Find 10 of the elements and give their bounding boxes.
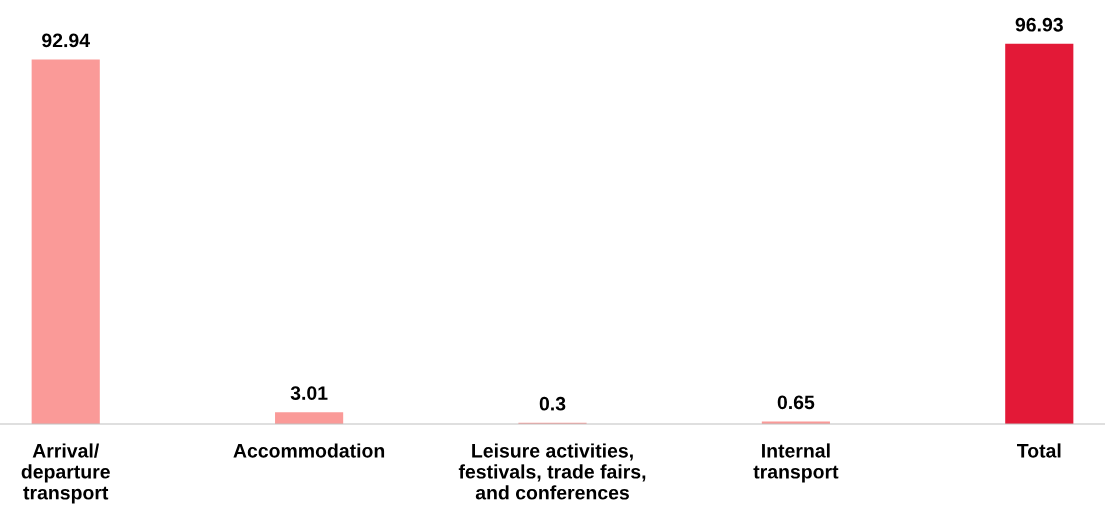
data-label: 96.93	[1015, 17, 1063, 32]
data-label: 0.3	[539, 396, 566, 411]
data-label: 0.65	[777, 395, 815, 410]
x-tick-label: Total	[1017, 443, 1061, 458]
x-tick-label: Internal transport	[753, 443, 839, 483]
data-label: 92.94	[42, 33, 90, 48]
x-tick-label: Accommodation	[233, 443, 385, 458]
x-tick-label: Leisure activities, festivals, trade fairs, and conferences	[458, 443, 646, 500]
data-label: 3.01	[290, 386, 328, 400]
x-tick-label: Arrival/ departure transport	[21, 443, 110, 504]
